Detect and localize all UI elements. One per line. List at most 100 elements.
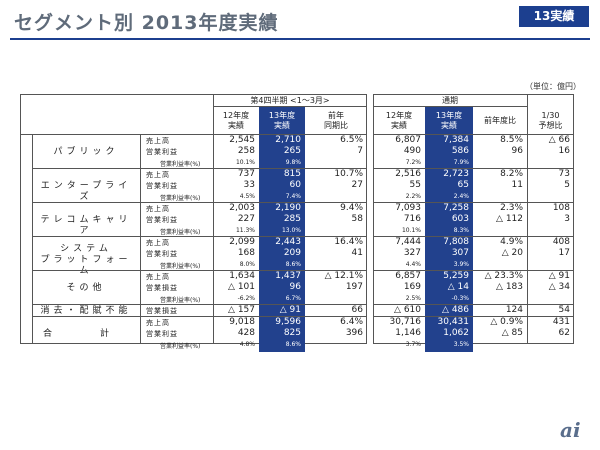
table-cell: 2.5% xyxy=(405,295,421,302)
segment-divider xyxy=(32,316,367,317)
table-cell: 30,716 xyxy=(389,317,422,327)
table-cell: 815 xyxy=(283,169,301,179)
q4-prev-header: 12年度 実績 xyxy=(222,111,250,130)
table-cell: 737 xyxy=(237,169,255,179)
table-cell: 2,443 xyxy=(275,237,301,247)
page-title: セグメント別 2013年度実績 xyxy=(14,12,279,34)
table-cell: 490 xyxy=(403,146,421,156)
table-cell: 9,596 xyxy=(275,317,301,327)
slide-badge: 13実績 xyxy=(519,6,589,27)
row-label: 営業利益 xyxy=(146,250,178,258)
table-cell: 8.5% xyxy=(500,135,523,145)
table-cell: 7,808 xyxy=(443,237,469,247)
table-cell: 108 xyxy=(552,203,570,213)
segment-divider xyxy=(373,168,574,169)
segment-name-line: エンタープライズ xyxy=(40,181,132,202)
table-cell: △ 14 xyxy=(447,282,469,292)
table-cell: 41 xyxy=(351,248,363,258)
table-cell: 8.0% xyxy=(239,261,255,268)
table-cell: -0.3% xyxy=(451,295,469,302)
table-cell: 6.5% xyxy=(340,135,363,145)
segment-name-line: パブリック xyxy=(53,147,119,157)
table-cell: 30,431 xyxy=(437,317,470,327)
table-cell: 58 xyxy=(351,214,363,224)
table-cell: 16.4% xyxy=(334,237,363,247)
segment-divider xyxy=(32,304,367,305)
row-label: 営業利益率(%) xyxy=(160,263,201,270)
segment-divider xyxy=(373,236,574,237)
table-cell: △ 610 xyxy=(394,305,421,315)
table-cell: 307 xyxy=(451,248,469,258)
table-cell: △ 20 xyxy=(501,248,523,258)
unit-label: （単位：億円） xyxy=(525,82,581,91)
row-label: 売上高 xyxy=(146,171,170,179)
table-cell: 428 xyxy=(237,328,255,338)
table-cell: 60 xyxy=(289,180,301,190)
table-right-frame xyxy=(373,94,574,344)
table-cell: 10.7% xyxy=(334,169,363,179)
table-cell: 2,723 xyxy=(443,169,469,179)
table-cell: 408 xyxy=(552,237,570,247)
segment-divider xyxy=(373,202,574,203)
table-cell: 227 xyxy=(237,214,255,224)
row-label: 売上高 xyxy=(146,273,170,281)
table-cell: 285 xyxy=(283,214,301,224)
segment-name-line: プラットフォーム xyxy=(40,254,132,276)
table-cell: 586 xyxy=(451,146,469,156)
table-cell: 8.2% xyxy=(500,169,523,179)
table-cell: 11.3% xyxy=(235,227,255,234)
table-cell: 124 xyxy=(505,305,523,315)
table-cell: △ 91 xyxy=(548,271,570,281)
row-label: 営業損益 xyxy=(146,307,178,315)
table-cell: △ 91 xyxy=(279,305,301,315)
segment-name-line: システム xyxy=(60,243,112,254)
row-label: 営業利益 xyxy=(146,330,178,338)
table-cell: 265 xyxy=(283,146,301,156)
table-cell: △ 486 xyxy=(442,305,469,315)
q4-group-header: 第4四半期 <1～3月> xyxy=(250,96,330,105)
fy-current-column-highlight xyxy=(425,106,473,352)
table-cell: 6.4% xyxy=(340,317,363,327)
q4-yoy-header: 前年 同期比 xyxy=(324,111,348,130)
table-cell: 7,384 xyxy=(443,135,469,145)
table-cell: △ 0.9% xyxy=(490,317,523,327)
row-label: 営業利益 xyxy=(146,182,178,190)
table-cell: 6.7% xyxy=(285,295,301,302)
table-cell: 169 xyxy=(403,282,421,292)
header-bottom-line xyxy=(20,134,367,135)
row-label: 営業利益率(%) xyxy=(160,195,201,202)
row-label: 売上高 xyxy=(146,205,170,213)
row-label: 営業利益率(%) xyxy=(160,161,201,168)
table-cell: 54 xyxy=(558,305,570,315)
table-cell: 73 xyxy=(558,169,570,179)
table-cell: 5,259 xyxy=(443,271,469,281)
table-cell: 2.4% xyxy=(453,193,469,200)
table-cell: 7,444 xyxy=(395,237,421,247)
table-cell: 27 xyxy=(351,180,363,190)
table-cell: 7,258 xyxy=(443,203,469,213)
table-cell: 13.0% xyxy=(281,227,301,234)
table-cell: 16 xyxy=(558,146,570,156)
segment-divider xyxy=(373,316,574,317)
table-cell: 6,857 xyxy=(395,271,421,281)
table-cell: 209 xyxy=(283,248,301,258)
fy-prev-header: 12年度 実績 xyxy=(385,111,413,130)
table-cell: 10.1% xyxy=(401,227,421,234)
segment-name: システムプラットフォーム xyxy=(36,244,136,277)
segment-name: パブリック xyxy=(36,147,136,158)
table-cell: 8.6% xyxy=(285,261,301,268)
table-cell: 2.3% xyxy=(500,203,523,213)
segment-divider xyxy=(32,236,367,237)
table-cell: 7 xyxy=(357,146,363,156)
table-cell: 4.4% xyxy=(405,261,421,268)
table-cell: 7.9% xyxy=(453,159,469,166)
row-label: 営業利益率(%) xyxy=(160,229,201,236)
table-cell: 7.4% xyxy=(285,193,301,200)
row-label: 売上高 xyxy=(146,137,170,145)
table-cell: 4.5% xyxy=(239,193,255,200)
segment-divider xyxy=(32,168,367,169)
logo: ai xyxy=(560,418,581,442)
table-cell: 9.4% xyxy=(340,203,363,213)
table-cell: 9,018 xyxy=(229,317,255,327)
table-cell: △ 12.1% xyxy=(324,271,363,281)
